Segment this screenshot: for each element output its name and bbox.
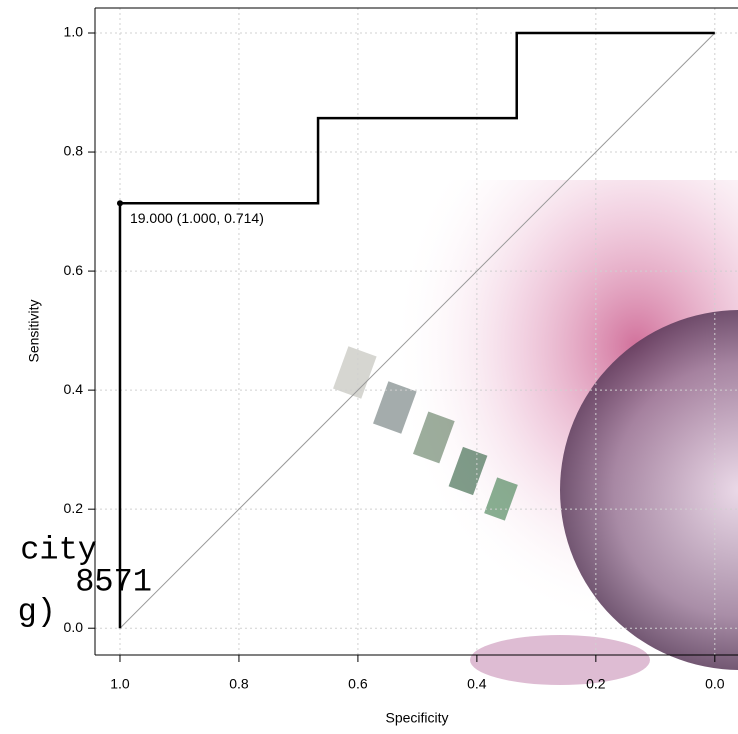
x-tick-label: 0.6	[348, 676, 368, 692]
x-tick-label: 0.8	[229, 676, 249, 692]
background-photo	[330, 180, 738, 685]
x-axis-title: Specificity	[385, 710, 448, 726]
x-tick-label: 1.0	[110, 676, 130, 692]
overlay-text: 8571	[75, 563, 152, 600]
y-tick-label: 0.6	[64, 262, 84, 278]
y-tick-label: 0.4	[64, 381, 84, 397]
y-tick-label: 0.8	[64, 143, 84, 159]
x-tick-label: 0.4	[467, 676, 487, 692]
chart: Specificity Sensitivity 1.0 0.8 0.6 0.4 0.2 0…	[0, 0, 738, 729]
x-tick-label: 0.0	[705, 676, 725, 692]
y-tick-label: 0.0	[64, 619, 84, 635]
y-tick-label: 0.2	[64, 500, 84, 516]
y-tick-label: 1.0	[64, 24, 84, 40]
annotation-point	[117, 200, 123, 206]
annotation-label: 19.000 (1.000, 0.714)	[130, 210, 264, 226]
overlay-text: g)	[18, 593, 56, 630]
y-axis-title: Sensitivity	[26, 299, 42, 362]
x-tick-label: 0.2	[586, 676, 606, 692]
